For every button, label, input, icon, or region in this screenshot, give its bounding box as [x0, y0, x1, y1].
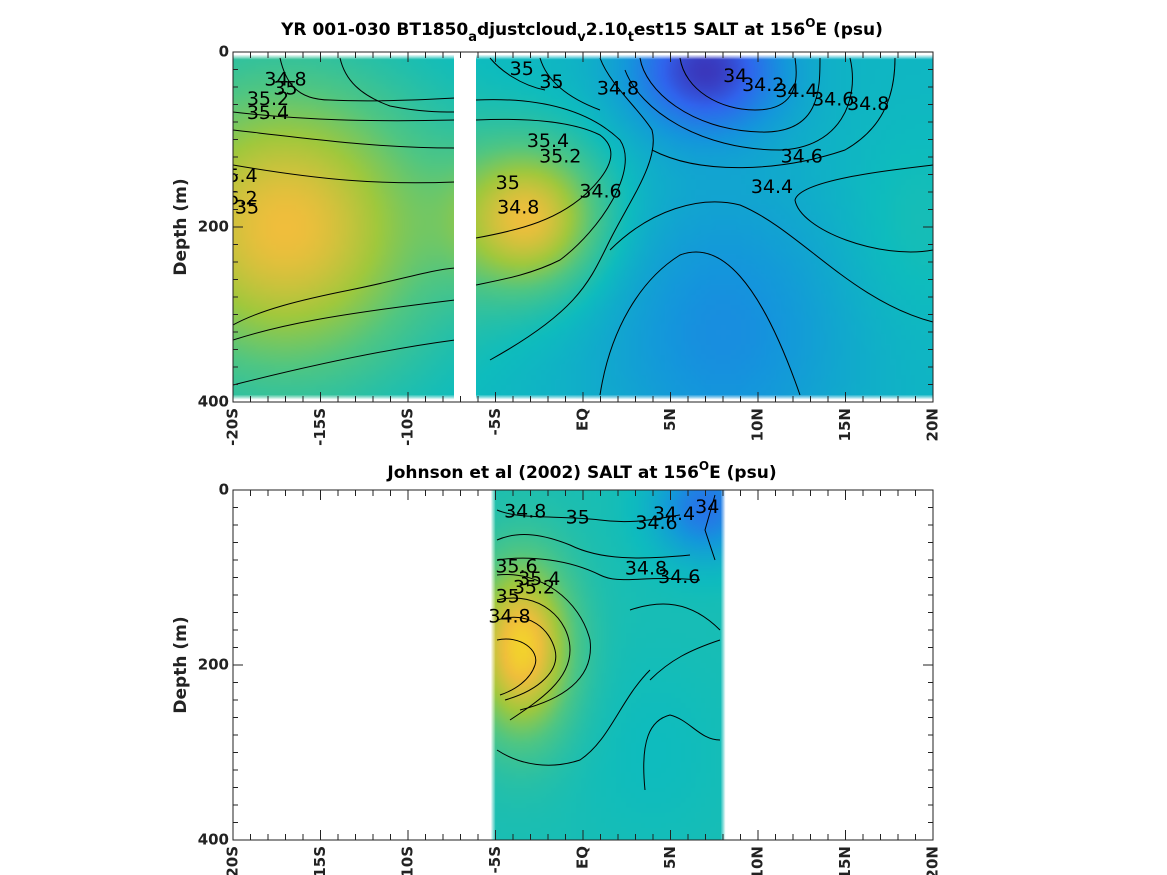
- top-contour-label: 34: [723, 65, 747, 87]
- top-y-tick-label: 400: [198, 393, 229, 411]
- top-contour-label: 34.4: [775, 80, 817, 102]
- bottom-contour-label: 35: [496, 585, 520, 607]
- top-x-tick-label: 5N: [661, 408, 679, 431]
- bottom-contour-lines: [496, 494, 721, 791]
- bottom-contour-label: 34.8: [504, 500, 546, 522]
- bottom-contour-label: 35.4: [518, 568, 560, 590]
- top-contour-label: 35.2: [215, 188, 257, 210]
- top-contour-label: 35.4: [527, 130, 569, 152]
- bottom-contour-label: 34.8: [488, 605, 530, 627]
- bottom-y-tick-label: 200: [198, 656, 229, 674]
- bottom-x-tick-label: 5N: [661, 846, 679, 869]
- bottom-x-tick-label: -15S: [311, 846, 329, 875]
- bottom-contour-labels: 34.8 35 34.434.63435.635.435.23534.834.634…: [488, 496, 719, 627]
- top-contour-label: 35: [235, 196, 259, 218]
- top-contour-label: 34.2: [742, 74, 784, 96]
- top-contour-label: 35.2: [247, 88, 289, 110]
- bottom-y-axis-label: Depth (m): [171, 616, 191, 713]
- top-x-tick-label: -15S: [311, 408, 329, 446]
- bottom-x-tick-label: -10S: [399, 846, 417, 875]
- top-contour-label: 35: [496, 172, 520, 194]
- top-contour-label: 34.8: [597, 77, 639, 99]
- top-x-tick-label: 10N: [749, 408, 767, 441]
- bottom-contour-label: 35.6: [495, 556, 537, 578]
- bottom-x-tick-label: -5S: [486, 846, 504, 873]
- top-salinity-field: [233, 52, 933, 402]
- bottom-y-tick-label: 0: [219, 481, 229, 499]
- top-contour-label: 34.6: [579, 181, 621, 203]
- top-contour-label: 35: [539, 71, 563, 93]
- top-x-tick-label: 15N: [836, 408, 854, 441]
- top-contour-label: 34.4: [751, 176, 793, 198]
- bottom-contour-label: 34: [695, 496, 719, 518]
- bottom-panel: Johnson et al (2002) SALT at 156OE (psu)…: [171, 459, 942, 875]
- top-x-tick-label: EQ: [574, 408, 592, 431]
- bottom-x-tick-label: -20S: [224, 846, 242, 875]
- top-contour-label: 34.8: [497, 196, 539, 218]
- bottom-axis-ticks: -20S -15S -10S -5S EQ 5N 10N 15N 20N 0 200 400: [198, 481, 942, 875]
- bottom-x-tick-label: 10N: [749, 846, 767, 875]
- bottom-x-tick-label: EQ: [574, 846, 592, 869]
- top-contour-label: 35: [510, 58, 534, 80]
- top-contour-label: 34.8: [264, 69, 306, 91]
- bottom-contour-label: 34.4: [653, 503, 695, 525]
- bottom-contour-label: 35: [566, 507, 590, 529]
- bottom-contour-label: 34.6: [658, 566, 700, 588]
- top-x-tick-label: -20S: [224, 408, 242, 446]
- top-y-tick-label: 0: [219, 43, 229, 61]
- top-axis-ticks: -20S -15S -10S -5S EQ 5N 10N 15N 20N 0 200 400: [198, 43, 942, 446]
- top-x-tick-label: -10S: [399, 408, 417, 446]
- top-contour-lines: [233, 57, 933, 396]
- top-x-tick-label: -5S: [486, 408, 504, 435]
- top-contour-label: 34.8: [847, 93, 889, 115]
- top-panel: YR 001-030 BT1850adjustcloudv2.10test15 …: [171, 16, 942, 446]
- top-data-gap: [454, 52, 476, 402]
- bottom-salinity-field: [233, 490, 933, 840]
- bottom-x-tick-label: 20N: [924, 846, 942, 875]
- top-contour-label: 34.6: [781, 146, 823, 168]
- top-contour-label: 35: [273, 77, 297, 99]
- bottom-contour-label: 34.6: [635, 512, 677, 534]
- top-y-tick-label: 200: [198, 218, 229, 236]
- bottom-x-tick-label: 15N: [836, 846, 854, 875]
- bottom-contour-label: 35.2: [513, 577, 555, 599]
- top-contour-label: 35.4: [247, 102, 289, 124]
- bottom-y-tick-label: 400: [198, 831, 229, 849]
- bottom-chart-title: Johnson et al (2002) SALT at 156OE (psu): [386, 459, 776, 483]
- bottom-contour-label: 34.8: [625, 557, 667, 579]
- top-y-axis-label: Depth (m): [171, 178, 191, 275]
- top-contour-label: 35.4: [215, 165, 257, 187]
- top-chart-title: YR 001-030 BT1850adjustcloudv2.10test15 …: [280, 16, 883, 45]
- top-contour-label: 34.6: [812, 89, 854, 111]
- top-contour-label: 35.2: [539, 146, 581, 168]
- top-x-tick-label: 20N: [924, 408, 942, 441]
